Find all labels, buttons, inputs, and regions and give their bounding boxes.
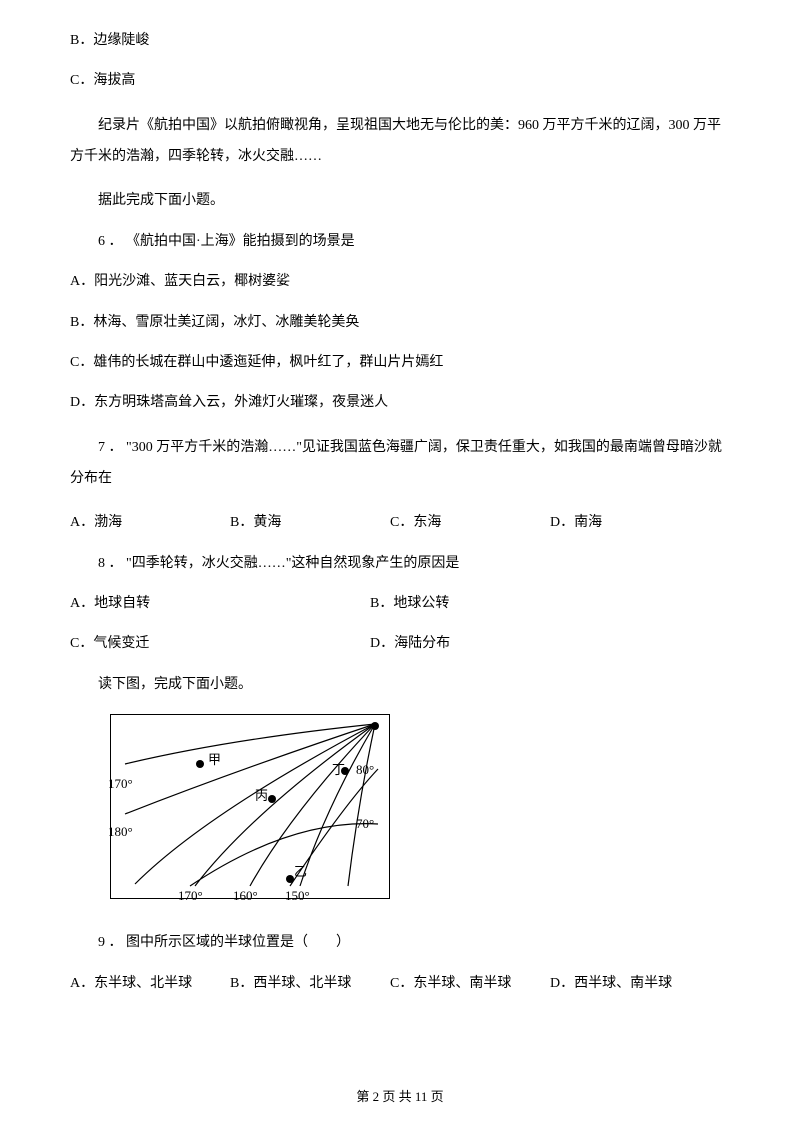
q7-option-a: A．渤海: [70, 512, 230, 534]
q6-option-d: D．东方明珠塔高耸入云，外滩灯火璀璨，夜景迷人: [70, 392, 730, 414]
q8-option-b: B．地球公转: [370, 593, 730, 615]
map-figure: 甲 丙 丁 乙 170° 180° 170° 160° 150° 80° 70°: [110, 714, 410, 914]
q9-stem: 9 ． 图中所示区域的半球位置是（ ）: [70, 932, 730, 954]
label-yi: 乙: [294, 862, 307, 883]
q8-options-row1: A．地球自转 B．地球公转: [70, 593, 730, 615]
label-70: 70°: [356, 814, 374, 835]
label-bing: 丙: [255, 786, 268, 807]
label-160-bot: 160°: [233, 886, 258, 907]
q9-option-b: B．西半球、北半球: [230, 973, 390, 995]
q9-option-a: A．东半球、北半球: [70, 973, 230, 995]
label-170-left: 170°: [108, 774, 133, 795]
q8-option-c: C．气候变迁: [70, 633, 370, 655]
q7-option-c: C．东海: [390, 512, 550, 534]
q9-options: A．东半球、北半球 B．西半球、北半球 C．东半球、南半球 D．西半球、南半球: [70, 973, 730, 995]
q6-option-a: A．阳光沙滩、蓝天白云，椰树婆娑: [70, 271, 730, 293]
q8-stem: 8 ． "四季轮转，冰火交融……"这种自然现象产生的原因是: [70, 553, 730, 575]
prev-option-c: C．海拔高: [70, 70, 730, 92]
passage-1: 纪录片《航拍中国》以航拍俯瞰视角，呈现祖国大地无与伦比的美：960 万平方千米的…: [70, 111, 730, 173]
q6-option-b: B．林海、雪原壮美辽阔，冰灯、冰雕美轮美奂: [70, 312, 730, 334]
label-ding: 丁: [332, 760, 345, 781]
instruction-2: 读下图，完成下面小题。: [70, 674, 730, 696]
label-80: 80°: [356, 760, 374, 781]
map-svg: [110, 714, 390, 899]
q7-stem: 7 ． "300 万平方千米的浩瀚……"见证我国蓝色海疆广阔，保卫责任重大，如我…: [70, 433, 730, 495]
label-170-bot: 170°: [178, 886, 203, 907]
q8-options-row2: C．气候变迁 D．海陆分布: [70, 633, 730, 655]
q7-options: A．渤海 B．黄海 C．东海 D．南海: [70, 512, 730, 534]
q9-option-d: D．西半球、南半球: [550, 973, 710, 995]
label-150-bot: 150°: [285, 886, 310, 907]
prev-option-b: B．边缘陡峻: [70, 30, 730, 52]
q6-option-c: C．雄伟的长城在群山中逶迤延伸，枫叶红了，群山片片嫣红: [70, 352, 730, 374]
q6-stem: 6 ． 《航拍中国·上海》能拍摄到的场景是: [70, 231, 730, 253]
q7-option-b: B．黄海: [230, 512, 390, 534]
instruction-1: 据此完成下面小题。: [70, 190, 730, 212]
q8-option-a: A．地球自转: [70, 593, 370, 615]
q8-option-d: D．海陆分布: [370, 633, 730, 655]
label-jia: 甲: [208, 750, 221, 771]
q7-option-d: D．南海: [550, 512, 710, 534]
q9-option-c: C．东半球、南半球: [390, 973, 550, 995]
label-180-left: 180°: [108, 822, 133, 843]
page-footer: 第 2 页 共 11 页: [0, 1087, 800, 1108]
